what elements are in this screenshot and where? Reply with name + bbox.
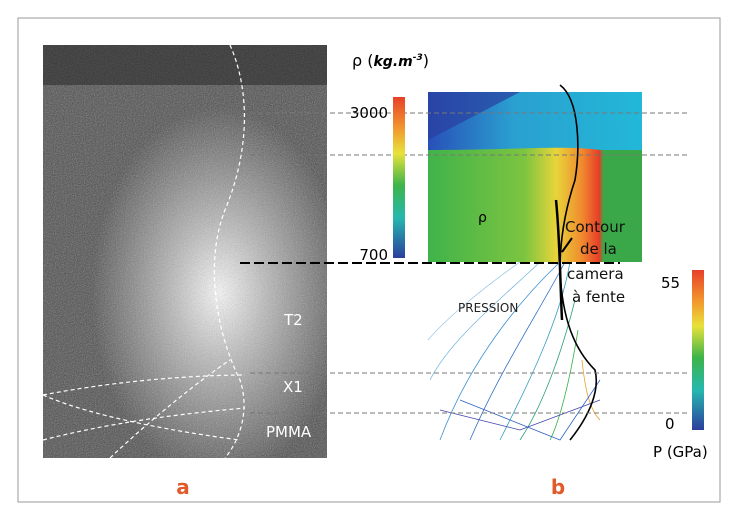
density-scale-title: ρ (kg.m-3) — [352, 51, 429, 70]
pressure-colorbar — [692, 270, 704, 430]
note-line: Contour — [565, 218, 626, 236]
pressure-scale-title: P (GPa) — [653, 443, 708, 461]
pressure-min: 0 — [665, 415, 675, 433]
figure: ρ (kg.m-3) 3000 700 55 0 P (GPa) ρ PRESS… — [0, 0, 738, 516]
density-min: 700 — [359, 246, 388, 264]
region-label: X1 — [283, 378, 303, 396]
figure-svg: ρ (kg.m-3) 3000 700 55 0 P (GPa) ρ PRESS… — [0, 0, 738, 516]
panel-label: b — [551, 475, 565, 499]
region-label: T2 — [283, 311, 303, 329]
note-line: à fente — [572, 288, 625, 306]
pressure-field-label: PRESSION — [458, 301, 518, 315]
panel-label: a — [176, 475, 190, 499]
density-colorbar — [393, 97, 405, 258]
density-max: 3000 — [350, 104, 388, 122]
photo — [43, 45, 327, 458]
pressure-max: 55 — [661, 274, 680, 292]
note-line: camera — [567, 265, 624, 283]
region-label: PMMA — [266, 423, 312, 441]
note-line: de la — [580, 240, 617, 258]
density-field-label: ρ — [478, 210, 487, 226]
